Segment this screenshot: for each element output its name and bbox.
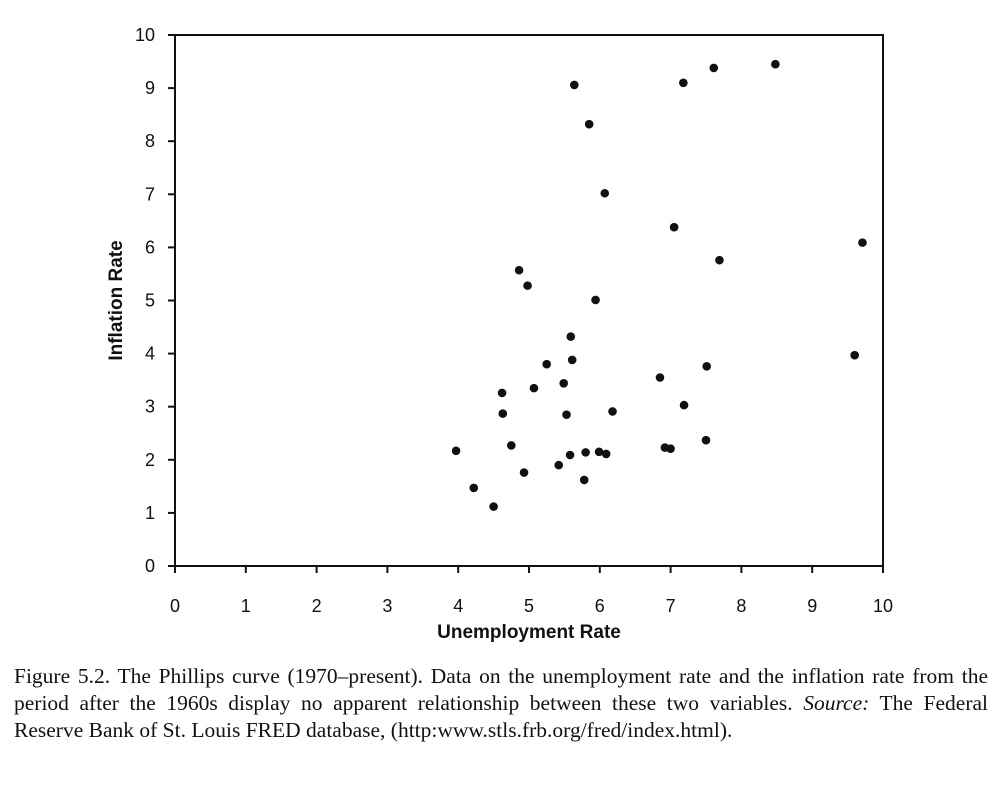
data-point	[562, 410, 571, 419]
y-tick-label: 0	[145, 556, 155, 576]
y-tick-label: 3	[145, 397, 155, 417]
x-tick-label: 2	[312, 596, 322, 616]
caption-source-text: The Federal Reserve Bank of St. Louis FR…	[14, 691, 988, 742]
data-point	[469, 483, 479, 493]
x-tick-label: 3	[382, 596, 392, 616]
x-tick-label: 4	[453, 596, 463, 616]
data-point	[529, 383, 539, 393]
data-point	[507, 441, 516, 450]
x-tick-label: 1	[241, 596, 251, 616]
x-tick-label: 9	[807, 596, 817, 616]
data-point	[497, 388, 507, 398]
data-point	[608, 407, 617, 416]
data-point	[679, 78, 688, 88]
x-tick-label: 6	[595, 596, 605, 616]
data-point	[584, 119, 594, 129]
y-tick-label: 5	[145, 291, 155, 311]
data-point	[666, 444, 675, 453]
y-tick-label: 7	[145, 184, 155, 204]
y-tick-label: 4	[145, 344, 155, 364]
data-point	[679, 400, 689, 410]
plot-area	[174, 34, 884, 567]
data-point	[566, 332, 576, 341]
data-point	[554, 460, 564, 470]
figure-caption: Figure 5.2. The Phillips curve (1970–pre…	[14, 663, 988, 744]
y-tick-label: 2	[145, 450, 155, 470]
data-point	[771, 59, 780, 69]
x-tick-label: 0	[170, 596, 180, 616]
data-point	[559, 379, 568, 388]
data-point	[489, 502, 498, 511]
data-points	[451, 59, 867, 511]
data-point	[514, 265, 524, 275]
caption-text: Figure 5.2. The Phillips curve (1970–pre…	[14, 664, 988, 715]
y-tick-label: 9	[145, 78, 155, 98]
y-axis-title: Inflation Rate	[106, 240, 127, 360]
y-tick-label: 8	[145, 131, 155, 151]
data-point	[567, 355, 577, 365]
x-axis-ticks: 0 1 2 3 4 5 6 7 8 9 10	[170, 566, 893, 616]
x-tick-label: 7	[666, 596, 676, 616]
x-tick-label: 10	[873, 596, 893, 616]
x-tick-label: 5	[524, 596, 534, 616]
data-point	[715, 255, 724, 265]
data-point	[701, 435, 711, 445]
scatter-chart: 0 1 2 3 4 5 6 7 8 9 10 0 1 2 3 4 5 6 7 8 9 10 Unemployment R…	[106, 25, 893, 643]
data-point	[498, 409, 508, 418]
data-point	[858, 238, 867, 247]
data-point	[519, 468, 529, 477]
y-tick-label: 10	[135, 25, 155, 45]
y-tick-label: 1	[145, 503, 155, 523]
data-point	[850, 350, 859, 360]
x-tick-label: 8	[736, 596, 746, 616]
data-point	[565, 450, 575, 460]
data-point	[542, 359, 551, 369]
data-point	[709, 63, 719, 73]
data-point	[523, 281, 532, 290]
data-point	[579, 475, 589, 485]
data-point	[570, 80, 579, 90]
data-point	[601, 449, 611, 459]
data-point	[702, 362, 712, 371]
data-point	[600, 188, 610, 198]
caption-source-label: Source:	[803, 691, 870, 715]
data-point	[581, 448, 590, 457]
data-point	[591, 295, 600, 305]
data-point	[669, 222, 679, 232]
data-point	[451, 446, 461, 456]
data-point	[594, 447, 604, 457]
x-axis-title: Unemployment Rate	[437, 622, 621, 643]
y-axis-ticks: 0 1 2 3 4 5 6 7 8 9 10	[135, 25, 175, 576]
data-point	[655, 373, 665, 382]
y-tick-label: 6	[145, 237, 155, 257]
